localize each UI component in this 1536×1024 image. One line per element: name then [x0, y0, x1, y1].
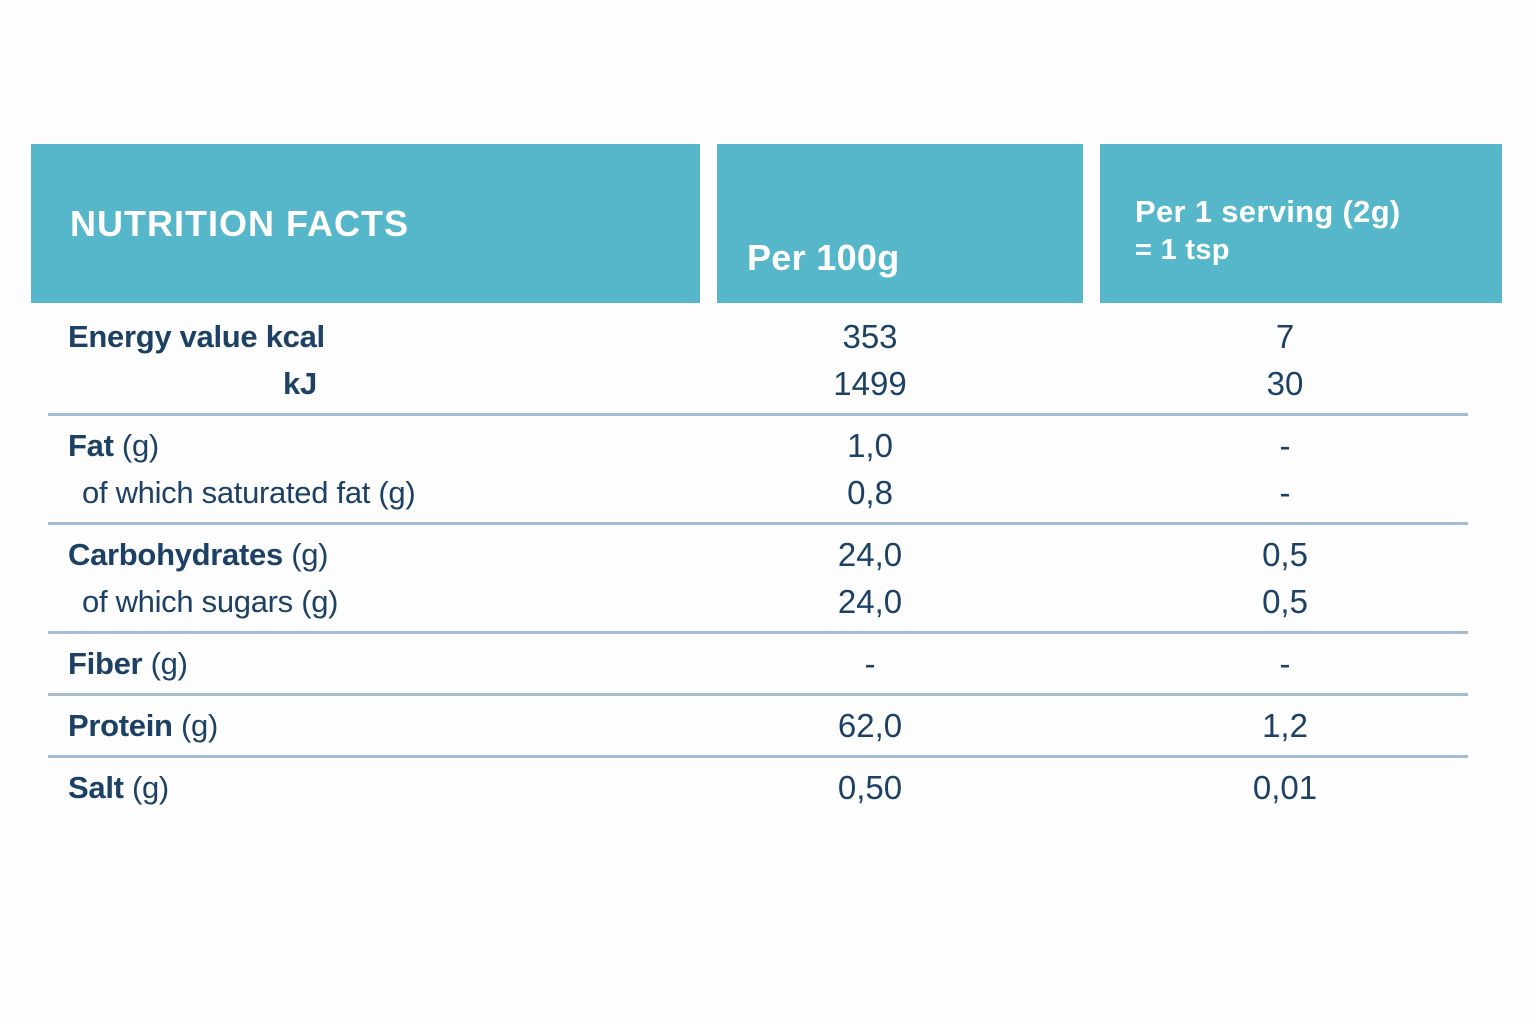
row-label: Fiber (g)	[68, 645, 188, 681]
row-divider	[48, 413, 1468, 416]
value-per-serving: -	[1279, 426, 1291, 464]
value-per-100g: 62,0	[837, 706, 903, 744]
value-per-100g: 24,0	[837, 582, 903, 620]
table-row: Carbohydrates (g) 24,0 0,5	[0, 531, 1536, 578]
row-label: kJ	[283, 365, 317, 401]
per-serving-line1: Per 1 serving (2g)	[1135, 194, 1401, 230]
row-group-carbohydrates: Carbohydrates (g) 24,0 0,5 of which suga…	[0, 525, 1536, 631]
row-group-energy: Energy value kcal 353 7 kJ 1499 30	[0, 307, 1536, 413]
table-title: NUTRITION FACTS	[31, 144, 700, 303]
table-row: Salt (g) 0,50 0,01	[0, 764, 1536, 811]
row-label: Energy value kcal	[68, 318, 325, 354]
value-per-100g: 24,0	[837, 535, 903, 573]
table-body: Energy value kcal 353 7 kJ 1499 30 Fat (…	[0, 307, 1536, 817]
table-row: of which sugars (g) 24,0 0,5	[0, 578, 1536, 625]
row-label: Protein (g)	[68, 707, 219, 743]
value-per-serving: 0,5	[1262, 582, 1308, 620]
value-per-100g: 0,50	[837, 768, 903, 806]
row-label: Carbohydrates (g)	[68, 536, 329, 572]
table-row: Fiber (g) - -	[0, 640, 1536, 687]
table-row: Protein (g) 62,0 1,2	[0, 702, 1536, 749]
row-label: of which saturated fat (g)	[82, 474, 416, 510]
value-per-100g: -	[864, 644, 876, 682]
value-per-serving: 0,01	[1252, 768, 1318, 806]
row-group-fat: Fat (g) 1,0 - of which saturated fat (g)…	[0, 416, 1536, 522]
row-divider	[48, 522, 1468, 525]
column-header-per-serving: Per 1 serving (2g) = 1 tsp	[1100, 144, 1502, 303]
row-label: Fat (g)	[68, 427, 159, 463]
table-row: Energy value kcal 353 7	[0, 313, 1536, 360]
value-per-serving: 0,5	[1262, 535, 1308, 573]
value-per-100g: 1,0	[847, 426, 893, 464]
value-per-100g: 1499	[833, 364, 907, 402]
table-row: of which saturated fat (g) 0,8 -	[0, 469, 1536, 516]
row-group-salt: Salt (g) 0,50 0,01	[0, 758, 1536, 817]
value-per-serving: -	[1279, 644, 1291, 682]
value-per-serving: 1,2	[1262, 706, 1308, 744]
value-per-100g: 0,8	[847, 473, 893, 511]
row-label: of which sugars (g)	[82, 583, 339, 619]
column-header-per-100g: Per 100g	[717, 144, 1083, 303]
value-per-serving: -	[1279, 473, 1291, 511]
row-divider	[48, 693, 1468, 696]
table-row: Fat (g) 1,0 -	[0, 422, 1536, 469]
row-divider	[48, 755, 1468, 758]
row-divider	[48, 631, 1468, 634]
table-header-row: NUTRITION FACTS Per 100g Per 1 serving (…	[31, 144, 1502, 303]
table-row: kJ 1499 30	[0, 360, 1536, 407]
value-per-100g: 353	[842, 317, 898, 355]
row-group-fiber: Fiber (g) - -	[0, 634, 1536, 693]
row-label: Salt (g)	[68, 769, 169, 805]
row-group-protein: Protein (g) 62,0 1,2	[0, 696, 1536, 755]
value-per-serving: 7	[1275, 317, 1295, 355]
value-per-serving: 30	[1266, 364, 1304, 402]
per-serving-line2: = 1 tsp	[1135, 233, 1230, 266]
